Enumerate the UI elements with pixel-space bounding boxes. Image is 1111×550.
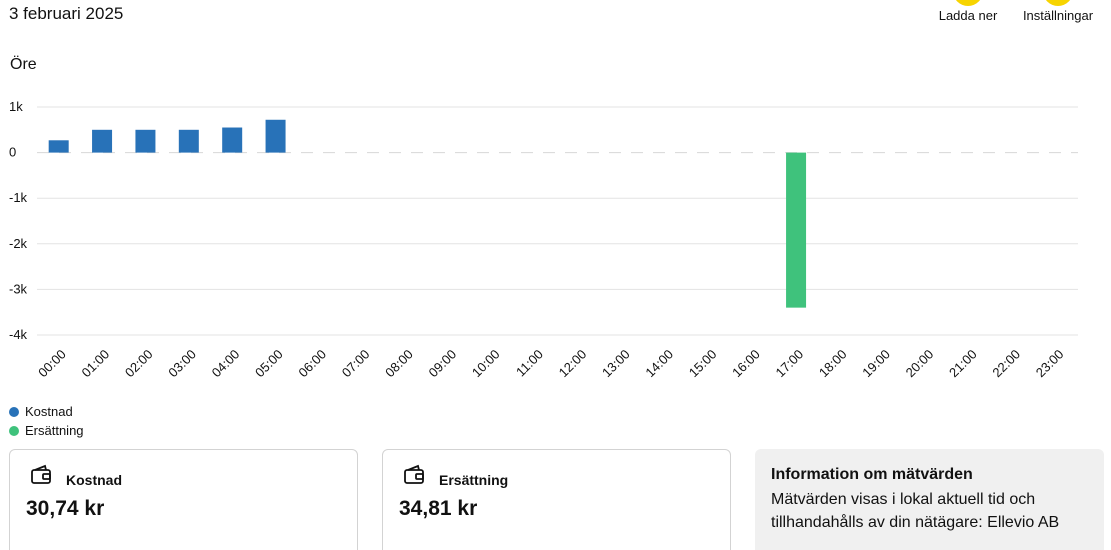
y-tick-label: -4k	[9, 327, 28, 342]
settings-icon	[1043, 0, 1073, 6]
cost-card-value: 30,74 kr	[26, 497, 105, 520]
chart-unit-label: Öre	[10, 56, 37, 73]
x-tick-label: 02:00	[122, 347, 156, 381]
x-tick-label: 17:00	[773, 347, 807, 381]
x-tick-label: 21:00	[946, 347, 980, 381]
info-text: Mätvärden visas i lokal aktuell tid och …	[771, 491, 1060, 531]
info-panel: Information om mätvärden Mätvärden visas…	[755, 449, 1104, 550]
page-date: 3 februari 2025	[9, 4, 124, 23]
x-tick-label: 13:00	[599, 347, 633, 381]
cost-bar	[178, 129, 199, 153]
x-tick-label: 12:00	[556, 347, 590, 381]
download-icon	[953, 0, 983, 6]
x-tick-label: 19:00	[859, 347, 893, 381]
chart-legend: Kostnad Ersättning	[9, 402, 84, 440]
x-tick-label: 00:00	[35, 347, 69, 381]
x-tick-label: 22:00	[989, 347, 1023, 381]
x-tick-label: 08:00	[382, 347, 416, 381]
cost-bar	[92, 129, 113, 153]
compensation-card-value: 34,81 kr	[399, 497, 478, 520]
x-tick-label: 01:00	[79, 347, 113, 381]
x-tick-label: 09:00	[426, 347, 460, 381]
compensation-bar	[786, 152, 807, 308]
x-tick-label: 16:00	[729, 347, 763, 381]
legend-dot-compensation	[9, 425, 19, 436]
y-tick-label: -2k	[9, 236, 28, 251]
hourly-chart: 1k 0 -1k -2k -3k -4k 00:00 01:00 02:00 03:00 04:00…	[9, 99, 1078, 381]
legend-item-cost[interactable]: Kostnad	[9, 402, 84, 421]
legend-dot-cost	[9, 406, 19, 417]
x-tick-label: 23:00	[1033, 347, 1067, 381]
cost-bar	[265, 119, 286, 153]
x-tick-label: 11:00	[513, 347, 546, 380]
x-tick-label: 20:00	[903, 347, 937, 381]
x-tick-label: 10:00	[469, 347, 503, 381]
y-tick-label: -3k	[9, 281, 28, 296]
wallet-icon	[404, 464, 424, 484]
y-tick-label: -1k	[9, 190, 28, 205]
y-tick-label: 0	[9, 145, 16, 160]
x-tick-label: 14:00	[642, 347, 676, 381]
y-tick-label: 1k	[9, 99, 23, 114]
cost-bar	[135, 129, 156, 153]
x-tick-label: 04:00	[209, 347, 243, 381]
download-label: Ladda ner	[938, 8, 998, 23]
cost-bar	[222, 127, 243, 153]
x-tick-label: 05:00	[252, 347, 286, 381]
settings-label: Inställningar	[1022, 8, 1094, 23]
compensation-card: Ersättning 34,81 kr	[382, 449, 731, 550]
wallet-icon	[31, 464, 51, 484]
legend-label-cost: Kostnad	[25, 404, 73, 419]
info-title: Information om mätvärden	[771, 466, 973, 483]
legend-label-compensation: Ersättning	[25, 423, 84, 438]
compensation-card-title: Ersättning	[439, 472, 509, 488]
cost-card-title: Kostnad	[66, 472, 122, 488]
cost-bar	[48, 140, 69, 153]
legend-item-compensation[interactable]: Ersättning	[9, 421, 84, 440]
x-tick-label: 18:00	[816, 347, 850, 381]
x-tick-label: 06:00	[295, 347, 329, 381]
x-tick-label: 15:00	[686, 347, 720, 381]
x-tick-label: 07:00	[339, 347, 373, 381]
x-tick-label: 03:00	[165, 347, 199, 381]
cost-card: Kostnad 30,74 kr	[9, 449, 358, 550]
